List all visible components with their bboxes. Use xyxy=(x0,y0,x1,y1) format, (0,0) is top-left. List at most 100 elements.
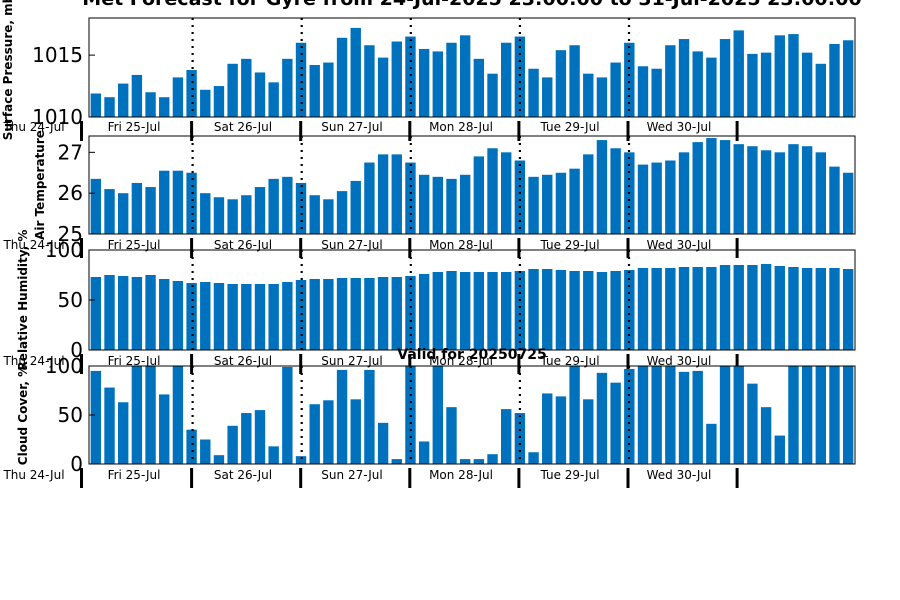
bar xyxy=(774,435,785,464)
day-marker xyxy=(80,468,83,488)
bar xyxy=(596,372,608,464)
bar xyxy=(446,178,457,234)
bar xyxy=(555,270,567,350)
day-marker xyxy=(626,354,630,374)
bar xyxy=(131,366,143,464)
day-label: Tue 29-Jul xyxy=(539,238,599,252)
bar xyxy=(747,383,758,464)
bar xyxy=(391,277,402,350)
bar xyxy=(801,268,813,350)
bar xyxy=(719,39,731,117)
bar xyxy=(788,144,799,234)
day-marker xyxy=(408,238,412,258)
bar xyxy=(569,271,580,350)
bar xyxy=(241,195,252,234)
bar xyxy=(446,42,457,117)
bar xyxy=(678,39,690,117)
bar xyxy=(90,277,102,350)
bar xyxy=(665,160,676,234)
bar xyxy=(391,41,402,118)
day-label: Sat 26-Jul xyxy=(214,468,272,482)
bar xyxy=(747,146,758,234)
bar xyxy=(295,456,307,464)
bar xyxy=(501,42,512,117)
bar xyxy=(829,366,840,464)
bar xyxy=(528,452,539,464)
bar xyxy=(610,382,621,464)
bar xyxy=(336,369,348,464)
bar xyxy=(583,154,594,234)
bar xyxy=(815,366,827,464)
bar xyxy=(665,45,676,118)
bar xyxy=(678,267,690,350)
day-marker xyxy=(626,121,630,141)
ytick-label: 25 xyxy=(58,222,83,246)
axes-frame xyxy=(88,17,856,118)
bar xyxy=(309,65,320,117)
day-label: Fri 25-Jul xyxy=(108,120,161,134)
bar xyxy=(104,189,115,234)
day-label: Mon 28-Jul xyxy=(429,354,493,368)
bar xyxy=(282,176,293,234)
day-marker xyxy=(80,354,83,374)
bar xyxy=(719,140,731,234)
bar xyxy=(104,387,115,464)
ytick-label: 27 xyxy=(58,140,83,164)
bar xyxy=(145,187,156,234)
bar xyxy=(323,199,334,234)
day-label: Thu 24-Jul xyxy=(2,354,64,368)
bar xyxy=(706,138,717,234)
bar xyxy=(118,402,129,464)
bar xyxy=(213,86,225,117)
bar xyxy=(651,366,662,464)
bar xyxy=(432,272,444,350)
bar xyxy=(747,53,758,117)
bar xyxy=(760,150,772,234)
ytick-label: 1010 xyxy=(32,105,83,129)
bar xyxy=(624,270,635,350)
bar xyxy=(596,77,608,117)
bar xyxy=(227,425,238,464)
day-label: Fri 25-Jul xyxy=(108,354,161,368)
bar xyxy=(241,413,252,464)
bar xyxy=(118,83,129,117)
day-marker xyxy=(190,354,194,374)
bar xyxy=(801,146,813,234)
chart-panel-3: 0 50 100 Relative Humidity, %Thu 24-Jul Fri … xyxy=(2,230,856,374)
bar xyxy=(733,144,744,234)
bar xyxy=(336,37,348,117)
ytick-label: 0 xyxy=(70,452,83,476)
axes-frame xyxy=(88,135,856,235)
bar xyxy=(418,174,430,234)
day-label: Tue 29-Jul xyxy=(539,354,599,368)
bar xyxy=(514,160,526,234)
bar xyxy=(842,269,854,350)
bar xyxy=(542,393,553,464)
ytick-label: 50 xyxy=(58,403,83,427)
day-marker xyxy=(408,354,412,374)
bar xyxy=(692,267,703,350)
ytick-label: 1015 xyxy=(32,43,83,67)
bar xyxy=(801,52,813,117)
bar xyxy=(514,271,526,350)
bar xyxy=(104,275,115,350)
day-marker xyxy=(190,468,194,488)
bar xyxy=(733,265,744,350)
bar xyxy=(131,182,143,234)
bar xyxy=(665,268,676,350)
bar xyxy=(309,279,320,350)
bar xyxy=(706,57,717,117)
day-marker xyxy=(299,354,303,374)
bar xyxy=(254,284,266,350)
bar xyxy=(268,82,279,117)
day-marker xyxy=(735,238,739,258)
bar xyxy=(295,182,307,234)
bar xyxy=(418,441,430,464)
bar xyxy=(651,268,662,350)
day-label: Sun 27-Jul xyxy=(321,468,382,482)
bar xyxy=(200,89,211,117)
bar xyxy=(829,43,840,117)
bar xyxy=(336,191,348,234)
bar xyxy=(377,277,389,350)
